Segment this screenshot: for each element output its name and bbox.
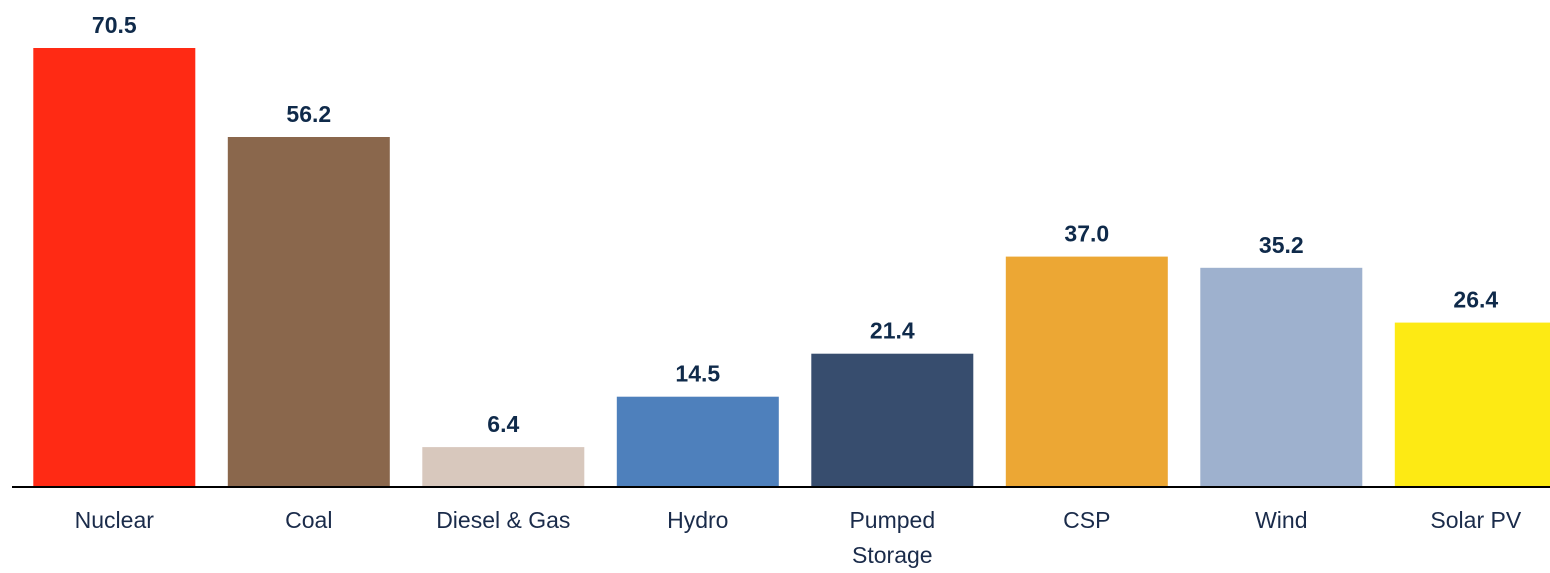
category-label-1: Coal xyxy=(285,507,332,533)
category-label-4-line-0: Pumped xyxy=(849,507,935,533)
bars-group xyxy=(33,48,1550,487)
bar-0 xyxy=(33,48,196,487)
value-label-7: 26.4 xyxy=(1453,287,1498,313)
bar-3 xyxy=(616,396,779,487)
category-label-0: Nuclear xyxy=(75,507,155,533)
value-label-1: 56.2 xyxy=(286,101,331,127)
bar-5 xyxy=(1005,256,1168,487)
bar-1 xyxy=(227,137,390,487)
value-label-3: 14.5 xyxy=(675,361,720,387)
category-label-2: Diesel & Gas xyxy=(436,507,570,533)
value-label-5: 37.0 xyxy=(1064,221,1109,247)
category-labels-group: Nuclear Coal Diesel & Gas Hydro Pumped Storag… xyxy=(75,507,1522,568)
value-label-4: 21.4 xyxy=(870,318,915,344)
value-label-2: 6.4 xyxy=(487,411,519,437)
bar-2 xyxy=(422,447,585,487)
bar-4 xyxy=(811,353,974,487)
category-label-3: Hydro xyxy=(667,507,728,533)
bar-7 xyxy=(1394,322,1550,487)
bar-6 xyxy=(1200,267,1363,487)
category-label-7: Solar PV xyxy=(1430,507,1521,533)
category-label-4-line-1: Storage xyxy=(852,542,933,568)
value-labels-group: 70.5 56.2 6.4 14.5 21.4 37.0 35.2 26.4 xyxy=(92,12,1498,437)
value-label-0: 70.5 xyxy=(92,12,137,38)
category-label-5: CSP xyxy=(1063,507,1110,533)
value-label-6: 35.2 xyxy=(1259,232,1304,258)
category-label-6: Wind xyxy=(1255,507,1307,533)
